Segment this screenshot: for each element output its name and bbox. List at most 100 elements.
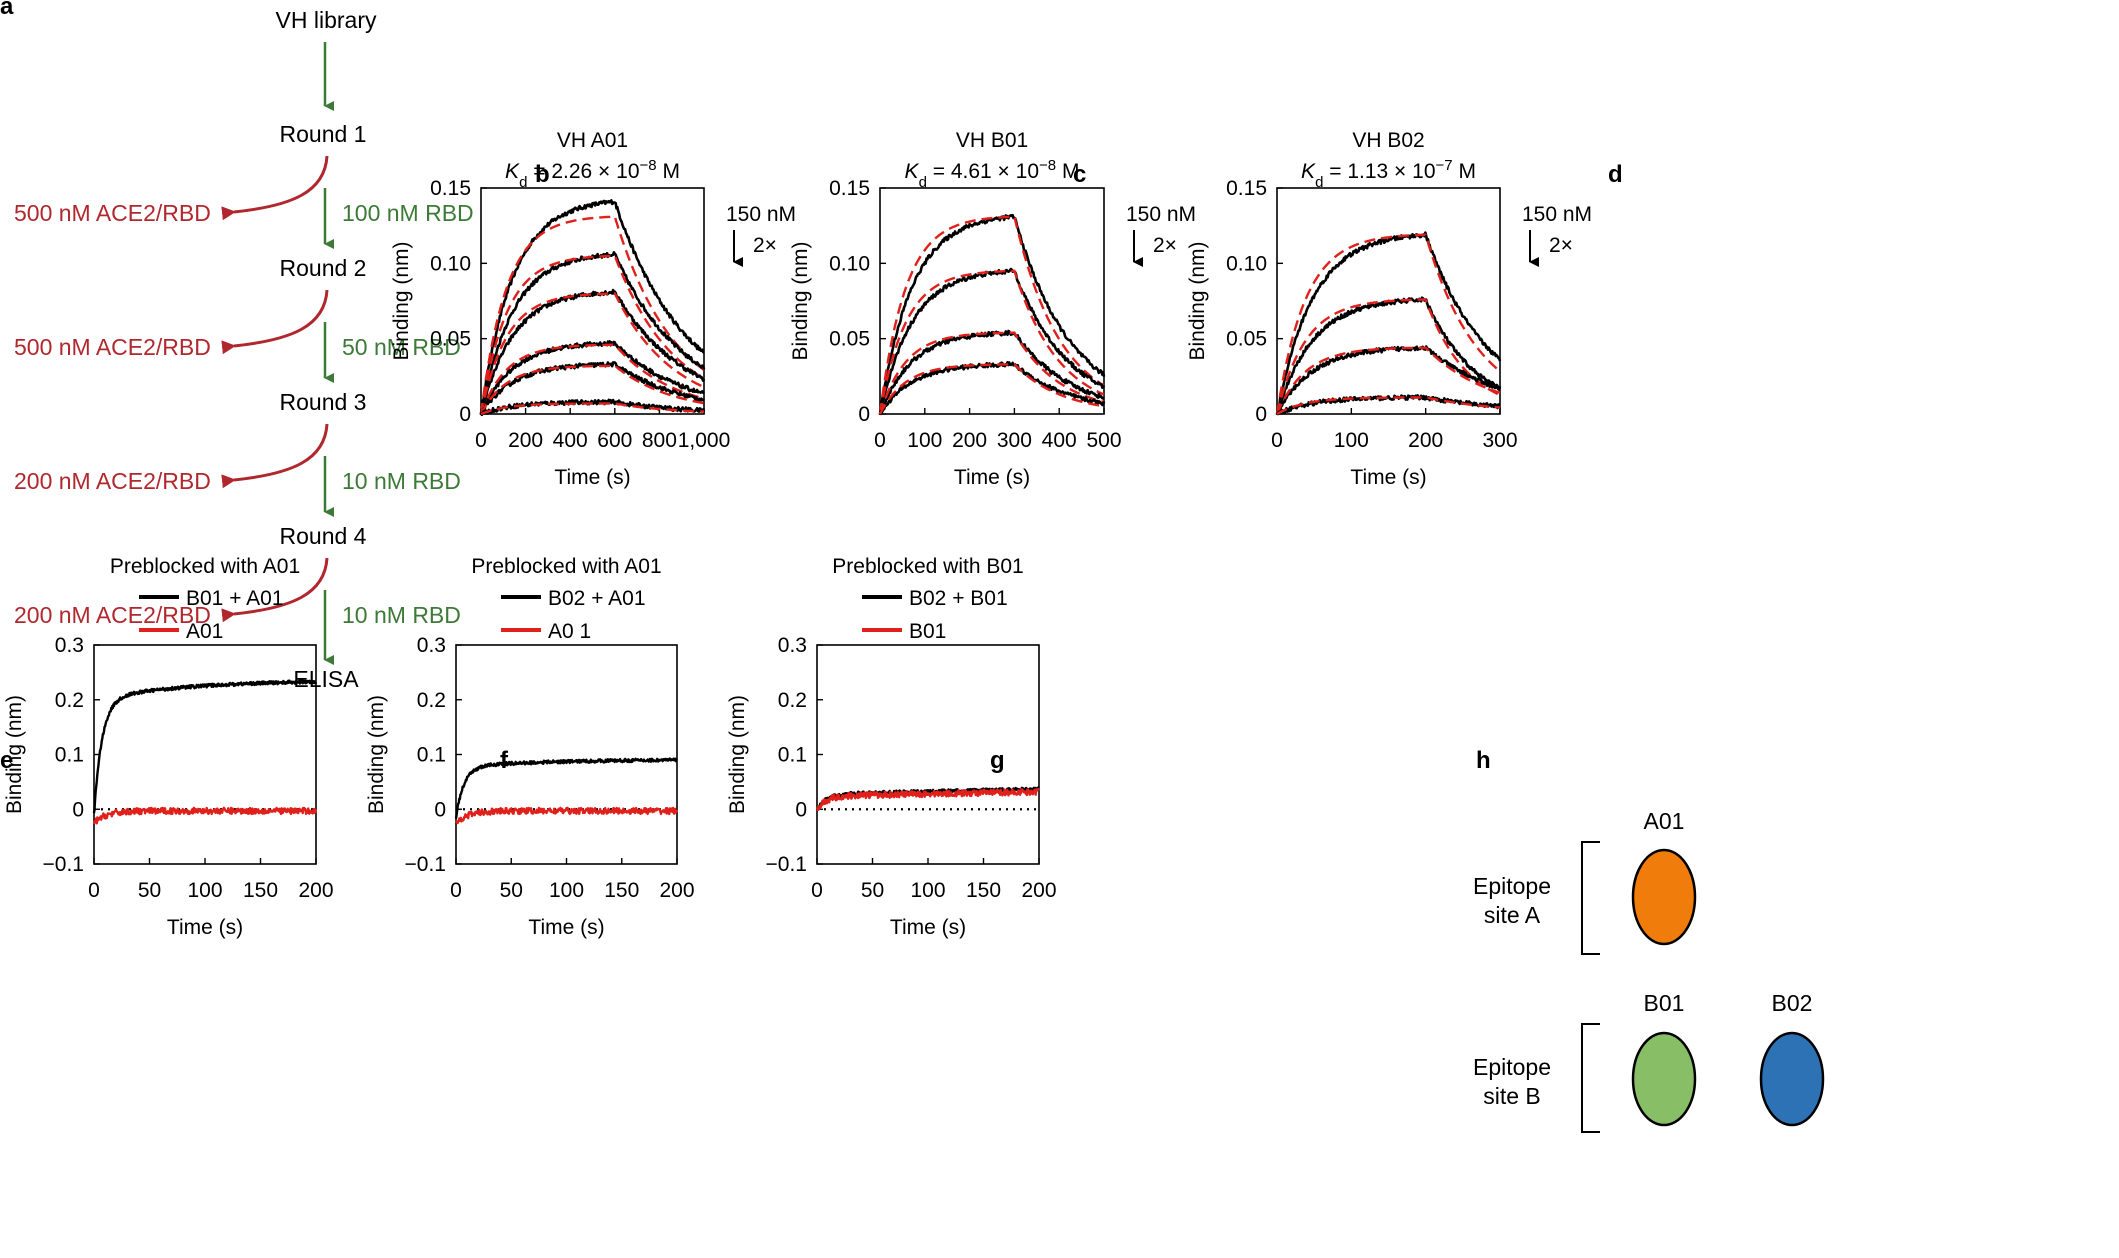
d-y-tick-label: 0.15 (1226, 177, 1267, 200)
f-title: Preblocked with A01 (471, 555, 661, 578)
positive-label-1: 100 nM RBD (342, 200, 474, 226)
g-y-tick-label: −0.1 (766, 853, 807, 876)
g-x-tick-label: 200 (1021, 879, 1056, 902)
site-a-bracket (1581, 841, 1600, 955)
c-kd-value: Kd = 4.61 × 10−8 M (905, 157, 1080, 191)
e-y-tick-label: 0.3 (55, 634, 84, 657)
panel-letter-b: b (535, 161, 550, 188)
c-y-axis-label: Binding (nm) (789, 241, 812, 360)
b-x-tick-label: 600 (597, 429, 632, 452)
b-series-5-fit-curve (480, 402, 704, 416)
c-series-2-binding-curve (878, 329, 1105, 416)
panel-letter-a: a (0, 0, 14, 20)
negative-label-4: 200 nM ACE2/RBD (14, 602, 211, 628)
d-y-tick-label: 0.05 (1226, 328, 1267, 351)
e-x-tick-label: 50 (138, 879, 161, 902)
epitope-site-b-label-line1: Epitope (1473, 1054, 1551, 1080)
f-y-tick-label: 0.3 (417, 634, 446, 657)
panel-h-epitope-diagram: Epitope site A A01 Epitope site B B01 B0… (1473, 808, 1825, 1133)
c-series-3-fit-curve (878, 363, 1105, 415)
panel-letter-h: h (1476, 747, 1491, 774)
e-plot-frame (93, 644, 317, 865)
f-x-tick-label: 150 (604, 879, 639, 902)
b-x-tick-label: 200 (508, 429, 543, 452)
c-x-tick-label: 400 (1042, 429, 1077, 452)
step-vh-library: VH library (276, 7, 377, 33)
c-title: VH B01 (956, 129, 1028, 152)
f-x-axis-label: Time (s) (528, 916, 604, 939)
d-series-1-fit-curve (1275, 298, 1501, 415)
d-top-concentration: 150 nM (1522, 203, 1592, 226)
b-series-1-binding-curve (479, 251, 706, 415)
positive-label-3: 10 nM RBD (342, 468, 461, 494)
b-x-tick-label: 0 (475, 429, 487, 452)
d-x-tick-label: 100 (1334, 429, 1369, 452)
e-y-tick-label: 0.1 (55, 744, 84, 767)
c-y-tick-label: 0.10 (829, 252, 870, 275)
negative-label-3: 200 nM ACE2/RBD (14, 468, 211, 494)
d-dilution-factor: 2× (1549, 234, 1573, 257)
panel-letter-d: d (1608, 161, 1623, 188)
g-title: Preblocked with B01 (832, 555, 1023, 578)
e-legend-label-1: A01 (186, 620, 223, 643)
b-x-axis-label: Time (s) (554, 466, 630, 489)
g-series-0-curve (815, 786, 1040, 812)
g-series-1-curve (816, 788, 1041, 811)
chart-c-vh-b01-kinetics: 0 100 200 300 400 500 0 0.05 0.10 0.15 Time (s) Bin… (789, 129, 1196, 489)
negative-label-1: 500 nM ACE2/RBD (14, 200, 211, 226)
d-series-0-fit-curve (1275, 233, 1501, 415)
f-y-axis-label: Binding (nm) (365, 695, 388, 814)
f-y-tick-label: 0 (434, 798, 446, 821)
g-y-tick-label: 0 (795, 798, 807, 821)
e-x-tick-label: 200 (298, 879, 333, 902)
panel-a-flowchart: VH library Round 1 Round 2 Round 3 Round… (14, 7, 474, 692)
g-x-tick-label: 150 (966, 879, 1001, 902)
f-series-1-curve (455, 806, 679, 825)
chart-d-vh-b02-kinetics: 0 100 200 300 0 0.05 0.10 0.15 Time (s) Binding (… (1186, 129, 1592, 489)
c-y-tick-label: 0.15 (829, 177, 870, 200)
b-series-0-binding-curve (479, 199, 705, 415)
panel-letter-e: e (0, 747, 13, 774)
step-round-3: Round 3 (280, 389, 367, 415)
c-x-tick-label: 500 (1086, 429, 1121, 452)
c-top-concentration: 150 nM (1126, 203, 1196, 226)
b01-epitope-marker (1631, 1031, 1697, 1127)
b-series-3-binding-curve (479, 340, 705, 415)
e-y-axis-label: Binding (nm) (3, 695, 26, 814)
g-y-tick-label: 0.1 (778, 744, 807, 767)
d-x-axis-label: Time (s) (1350, 466, 1426, 489)
b-top-concentration: 150 nM (726, 203, 796, 226)
d-y-axis-label: Binding (nm) (1186, 241, 1209, 360)
c-x-tick-label: 200 (952, 429, 987, 452)
b-y-tick-label: 0 (459, 403, 471, 426)
g-x-tick-label: 100 (910, 879, 945, 902)
b-series-0-fit-curve (479, 215, 705, 415)
e-x-tick-label: 150 (243, 879, 278, 902)
b-series-4-fit-curve (479, 364, 705, 415)
b02-label: B02 (1772, 990, 1813, 1016)
b-series-3-fit-curve (479, 343, 705, 415)
epitope-site-a-label-line2: site A (1484, 902, 1541, 928)
e-series-0-curve (92, 679, 318, 814)
depletion-arrow-2 (221, 289, 329, 355)
panel-letter-c: c (1073, 161, 1086, 188)
f-plot-frame (455, 644, 678, 865)
c-series-3-binding-curve (878, 361, 1106, 414)
c-series-1-binding-curve (878, 267, 1106, 414)
d-y-tick-label: 0.10 (1226, 252, 1267, 275)
step-round-2: Round 2 (280, 255, 367, 281)
e-x-tick-label: 0 (88, 879, 100, 902)
c-x-tick-label: 0 (874, 429, 886, 452)
step-elisa: ELISA (293, 666, 359, 692)
g-x-tick-label: 50 (861, 879, 884, 902)
b01-label: B01 (1644, 990, 1685, 1016)
f-x-tick-label: 0 (450, 879, 462, 902)
e-y-tick-label: 0.2 (55, 689, 84, 712)
g-y-tick-label: 0.2 (778, 689, 807, 712)
positive-label-2: 50 nM RBD (342, 334, 461, 360)
g-x-axis-label: Time (s) (890, 916, 966, 939)
e-x-tick-label: 100 (187, 879, 222, 902)
